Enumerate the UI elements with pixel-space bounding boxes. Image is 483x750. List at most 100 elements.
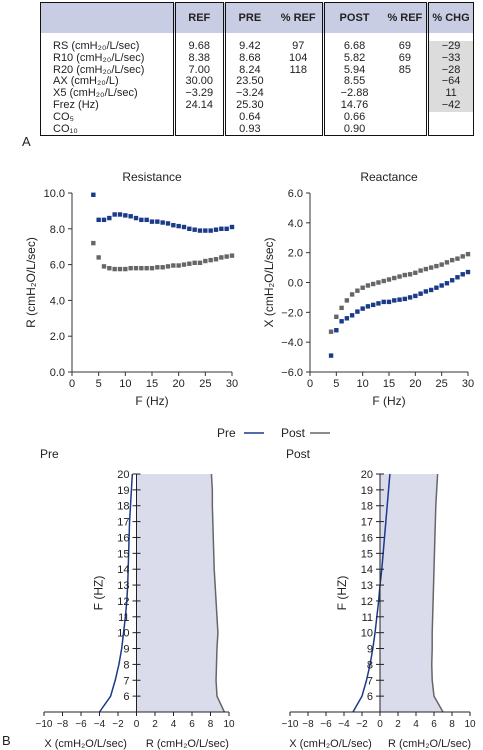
data-point-pre xyxy=(418,291,423,296)
data-point-post xyxy=(450,257,455,263)
header-pre-pct: % REF xyxy=(274,2,324,33)
table-row: CO₅ 0.64 0.66 xyxy=(41,111,474,124)
data-point-pre xyxy=(112,212,117,217)
data-point-pre xyxy=(413,293,418,299)
data-point-pre xyxy=(349,313,355,318)
x-tick-label: −6 xyxy=(320,719,332,730)
f-tick-label: 12 xyxy=(117,596,129,608)
table-cell-ref: 7.00 xyxy=(172,64,225,77)
y-axis-title: R (cmH₂O/L/sec) xyxy=(24,237,38,328)
data-point-pre xyxy=(397,297,402,302)
pre-oscillogram: 6 7 8 9 10 11 12 13 14 15 16 17 18 19 20 −10 −8 −6 −4 −2 0 2 4… xyxy=(36,447,235,750)
y-tick-label: 4.0 xyxy=(50,295,65,307)
x-axis-title-left: X (cmH₂O/L/sec) xyxy=(44,738,127,750)
data-point-pre xyxy=(91,192,96,197)
data-point-post xyxy=(381,278,386,284)
f-tick-label: 6 xyxy=(123,691,129,703)
y-axis-title: X (cmH₂O/L/sec) xyxy=(262,237,276,327)
data-point-post xyxy=(96,255,101,260)
header-post-pct: % REF xyxy=(383,2,428,33)
data-point-post xyxy=(224,254,229,259)
table-cell-post: 0.66 xyxy=(322,111,384,124)
x-tick-label: 8 xyxy=(208,719,214,730)
data-point-pre xyxy=(423,289,429,294)
y-axis-title: F (HZ) xyxy=(92,576,106,611)
data-point-post xyxy=(107,265,112,271)
data-point-pre xyxy=(407,295,413,300)
x-tick-label: 25 xyxy=(199,378,211,390)
table-cell-pre: 0.93 xyxy=(222,123,275,136)
data-point-post xyxy=(165,264,171,269)
f-tick-label: 17 xyxy=(361,517,373,529)
data-point-pre xyxy=(171,223,176,228)
chart-title: Reactance xyxy=(360,170,418,184)
header-chg: % CHG xyxy=(426,2,474,33)
table-cell-label: X5 (cmH₂₀/L/sec) xyxy=(53,87,138,100)
legend: Pre Post xyxy=(217,426,330,440)
table-cell-label: Frez (Hz) xyxy=(53,98,99,111)
chart-title: Resistance xyxy=(122,170,182,184)
f-tick-label: 20 xyxy=(361,469,373,481)
table-cell-chg xyxy=(426,123,474,136)
x-tick-label: −2 xyxy=(356,719,368,730)
x-tick-label: 15 xyxy=(383,378,395,390)
data-point-pre xyxy=(428,287,434,293)
data-point-pre xyxy=(219,226,224,231)
data-point-post xyxy=(418,268,423,273)
data-point-post xyxy=(160,265,165,270)
header-post: POST xyxy=(322,2,384,33)
data-point-pre xyxy=(334,328,339,333)
y-tick-label: −4.0 xyxy=(281,337,303,349)
x-tick-label: 0 xyxy=(377,719,383,730)
x-tick-label: 10 xyxy=(357,378,369,390)
data-point-pre xyxy=(165,221,171,226)
f-tick-label: 9 xyxy=(123,644,129,656)
data-point-pre xyxy=(444,281,450,286)
data-point-pre xyxy=(339,319,344,324)
table-cell-ref: −3.29 xyxy=(172,87,225,100)
data-point-post xyxy=(128,265,133,271)
y-tick-label: 2.0 xyxy=(288,248,303,260)
table-cell-post-pct: 69 xyxy=(398,40,411,52)
data-point-pre xyxy=(101,217,107,223)
data-point-pre xyxy=(365,304,371,309)
x-tick-label: −8 xyxy=(302,719,314,730)
f-tick-label: 18 xyxy=(117,501,129,513)
x-tick-label: 5 xyxy=(333,378,339,390)
resistance-area xyxy=(136,474,225,712)
table-row: CO₁₀ 0.93 0.90 xyxy=(41,123,474,136)
legend-pre-label: Pre xyxy=(217,426,236,440)
data-point-post xyxy=(91,240,96,246)
data-point-post xyxy=(181,262,187,267)
data-point-pre xyxy=(344,316,350,321)
table-cell-pre: 8.24 xyxy=(222,64,275,77)
y-tick-label: 0.0 xyxy=(288,278,303,290)
x-tick-label: −8 xyxy=(57,719,69,730)
header-label xyxy=(40,2,175,33)
post-oscillogram: 6 7 8 9 10 11 12 13 14 15 16 17 18 19 20 −10 −8 −6 −4 −2 0 2 4… xyxy=(282,447,476,750)
x-tick-label: −2 xyxy=(112,719,124,730)
data-point-post xyxy=(428,265,434,270)
data-point-post xyxy=(407,272,413,277)
x-tick-label: −10 xyxy=(282,719,299,730)
data-point-post xyxy=(149,265,155,271)
resistance-curve xyxy=(210,473,226,713)
f-tick-label: 19 xyxy=(361,485,373,497)
data-point-post xyxy=(229,253,235,258)
data-point-post xyxy=(444,260,450,265)
resistance-chart: 0.0 2.0 4.0 6.0 8.0 10.0 0 5 10 15 20 25 30 Resistanc… xyxy=(24,170,238,408)
x-tick-label: 6 xyxy=(431,719,437,730)
x-tick-label: 6 xyxy=(189,719,195,730)
data-point-post xyxy=(213,257,219,262)
table-header-row: REF PRE % REF POST % REF % CHG xyxy=(40,2,474,33)
table-cell-pre-pct: 104 xyxy=(289,51,308,64)
data-point-post xyxy=(144,265,149,271)
table-cell-ref xyxy=(172,123,225,136)
table-cell-post: 8.55 xyxy=(322,76,384,89)
table-cell-ref: 24.14 xyxy=(172,99,225,112)
reactance-chart: −6.0 −4.0 −2.0 0.0 2.0 4.0 6.0 0 5 10 15 20 25 30 Reac… xyxy=(262,170,474,408)
data-point-post xyxy=(392,275,397,281)
data-point-post xyxy=(334,314,339,320)
data-point-pre xyxy=(450,278,455,283)
table-cell-ref: 30.00 xyxy=(172,76,225,89)
